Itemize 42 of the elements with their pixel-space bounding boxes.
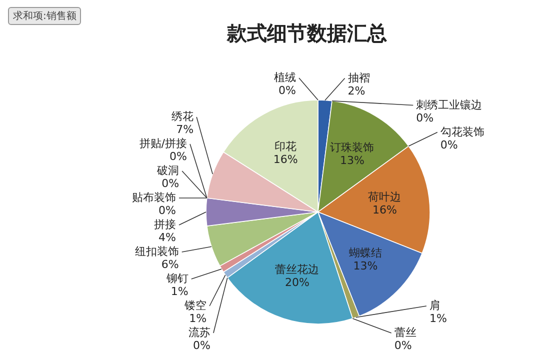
slice-label: 绣花 (172, 110, 194, 123)
data-label: 16% (372, 204, 397, 217)
data-label: 6% (161, 258, 179, 271)
data-label: 16% (273, 153, 298, 166)
text: 求和项:销售额 (8, 7, 82, 25)
chart-title: 款式细节数据汇总 (226, 21, 387, 45)
legend-label: 勾花装饰 (440, 125, 484, 138)
text: 0% (440, 138, 458, 152)
text: 0% (192, 339, 210, 352)
data-label: 20% (285, 276, 310, 289)
slice-label: 纽扣装饰 (134, 245, 179, 258)
slice-label: 荷叶边 (368, 190, 402, 204)
category-label: 破洞 (157, 164, 180, 177)
category-label: 流苏 (188, 326, 210, 339)
slice-label: 印花 (274, 140, 297, 154)
category-label: 贴布装饰 (132, 191, 176, 204)
slice-label: 镂空 (184, 299, 207, 312)
data-label: 13% (353, 260, 378, 273)
text: 0% (162, 177, 180, 190)
text: 0% (394, 339, 412, 352)
data-label: 2% (348, 84, 366, 98)
text: 0% (170, 150, 188, 163)
data-label: 13% (340, 154, 364, 168)
text: 0% (158, 204, 176, 217)
text: 0% (416, 111, 434, 124)
slice-label: 订珠装饰 (330, 141, 374, 154)
data-label: 7% (176, 123, 194, 136)
legend-label: 蕾丝 (394, 326, 416, 339)
slice-label: 拼接 (154, 218, 176, 231)
slice-label: 铆钉 (165, 272, 188, 285)
data-label: 4% (158, 231, 176, 244)
slice-label: 肩 (429, 299, 440, 312)
data-label: 1% (429, 312, 447, 325)
data-label: 1% (189, 312, 207, 325)
text: 0% (278, 84, 296, 97)
category-label: 刺绣工业镶边 (416, 98, 482, 112)
slice-label: 抽褶 (348, 71, 370, 84)
category-label: 拼贴/拼接 (139, 137, 188, 150)
category-label: 植绒 (274, 71, 296, 84)
data-label: 1% (170, 285, 188, 298)
slice-label: 蕾丝花边 (275, 262, 320, 276)
slice-label: 蝴蝶结 (349, 246, 382, 260)
